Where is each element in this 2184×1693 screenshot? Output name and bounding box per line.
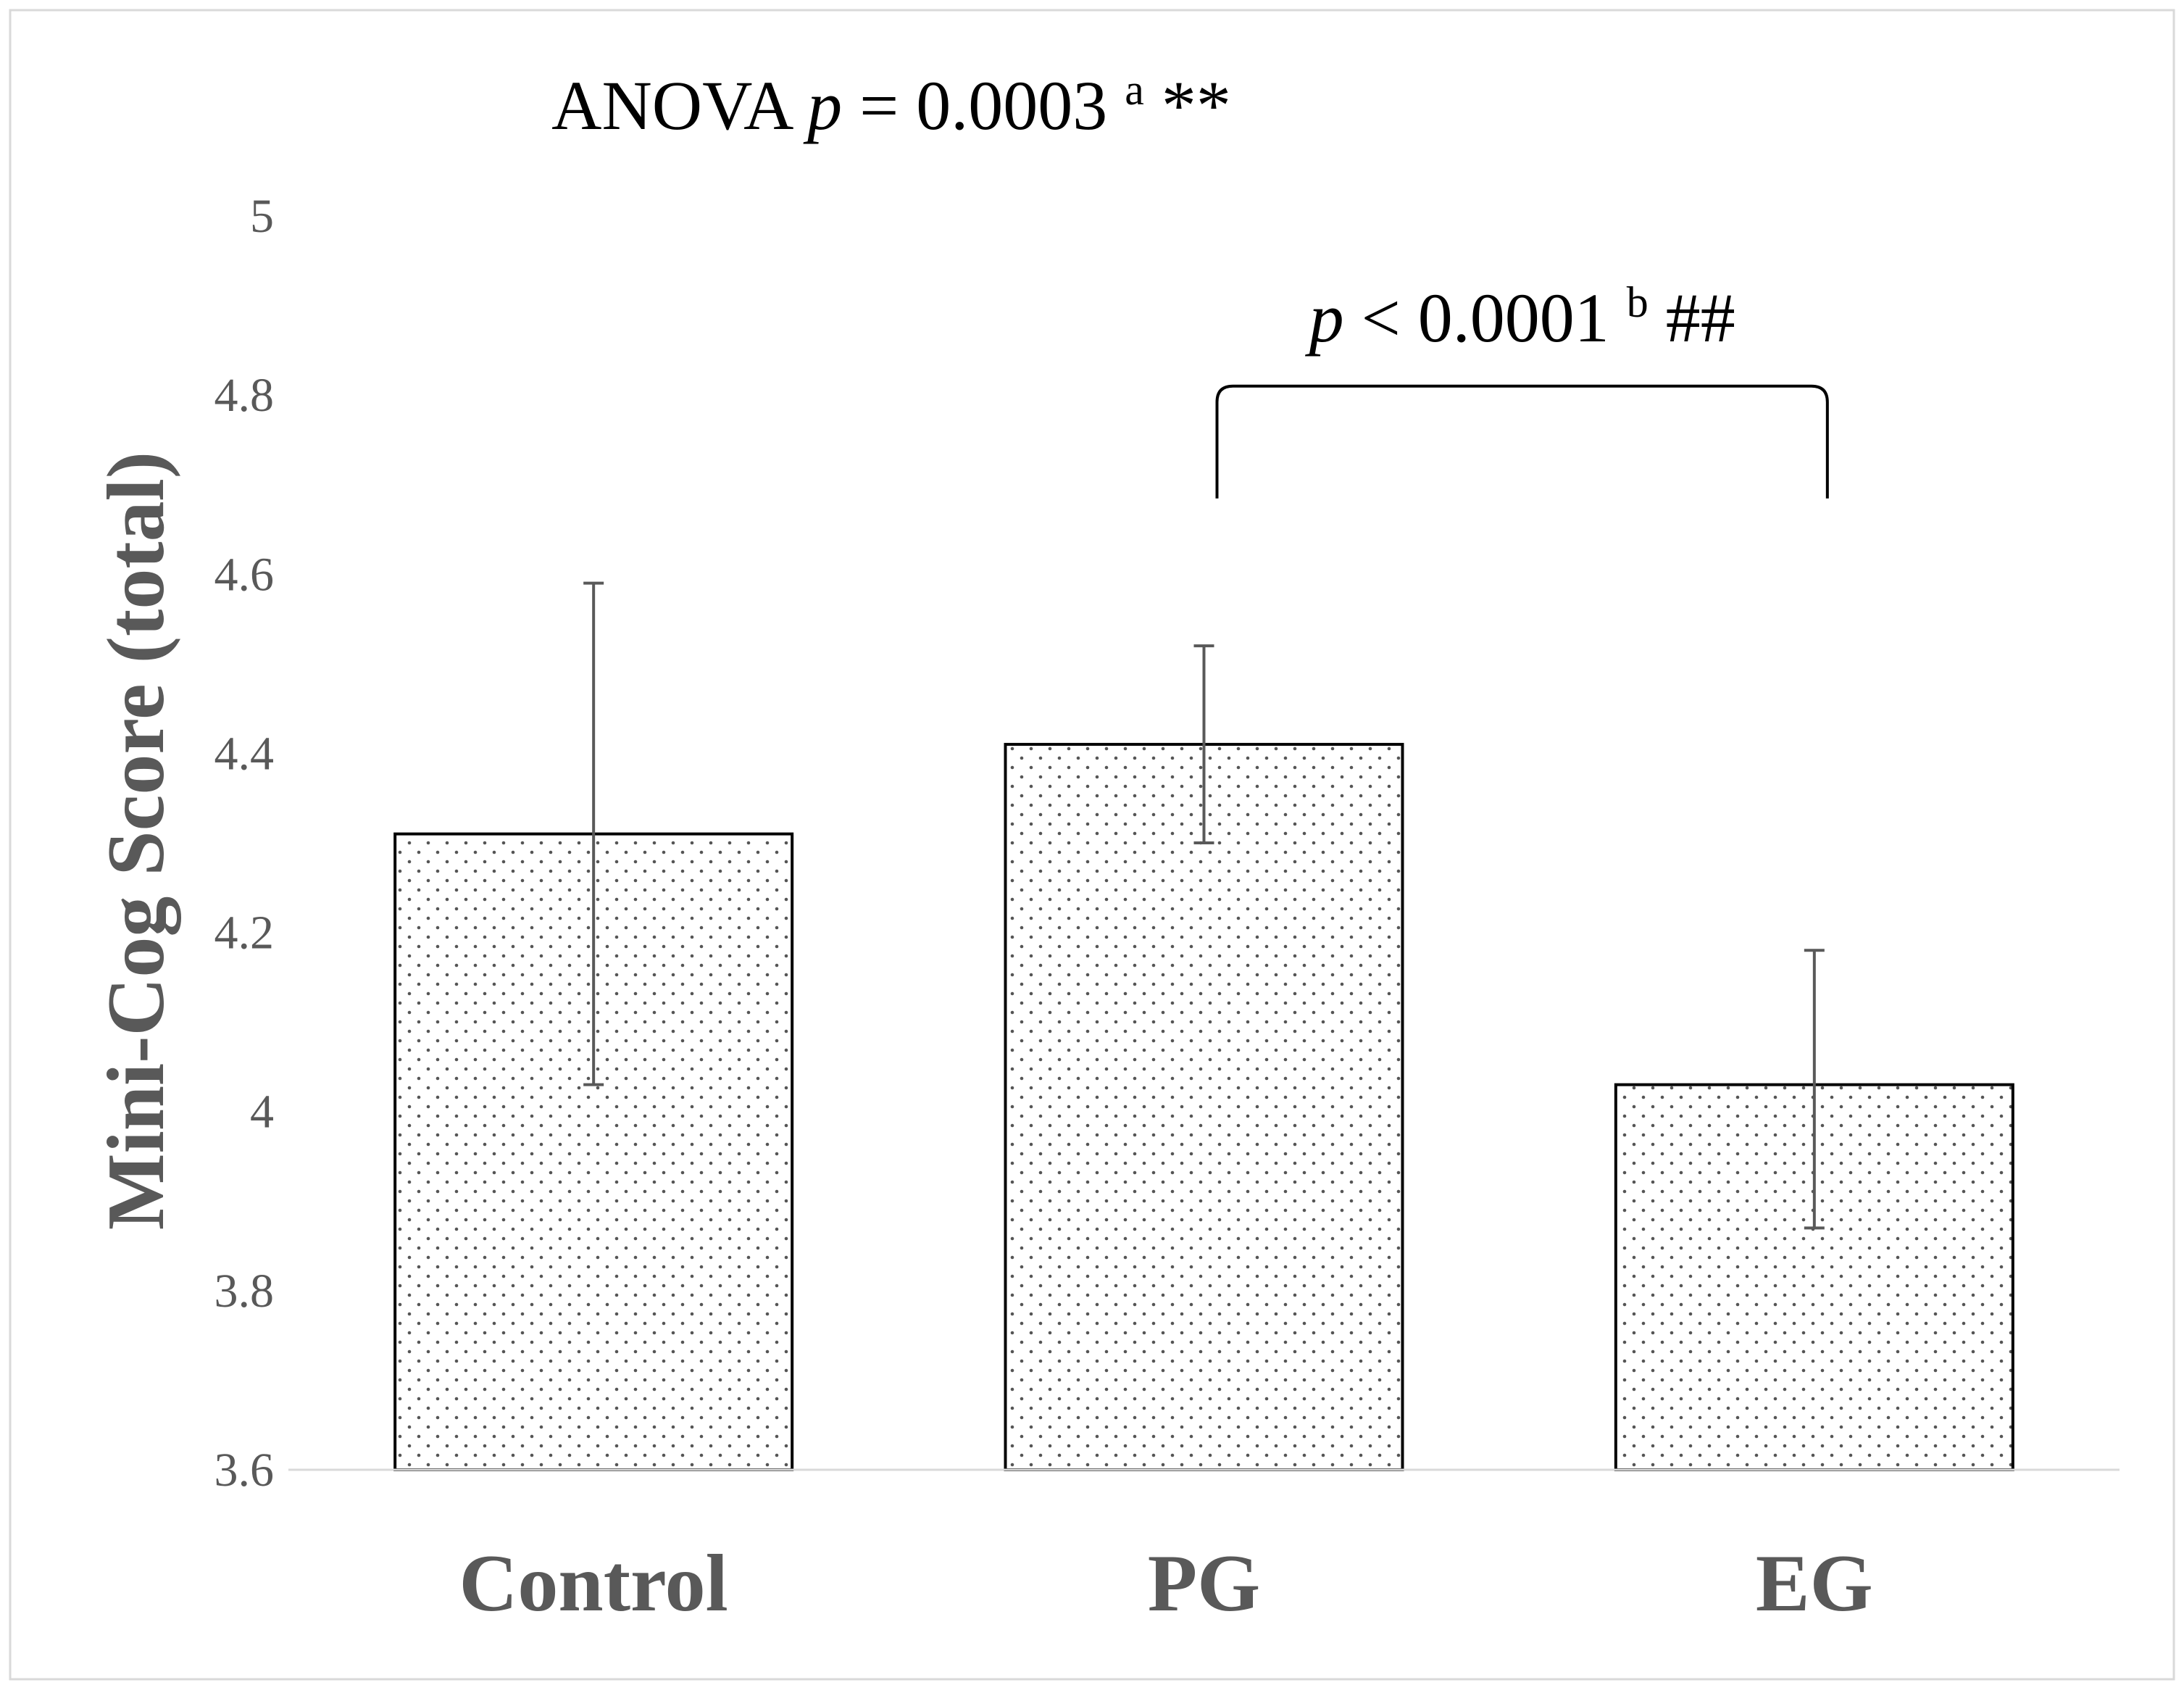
y-tick-label: 4.4 (214, 727, 275, 780)
y-tick-labels: 3.6 3.8 4 4.2 4.4 4.6 4.8 5 (214, 190, 275, 1497)
error-bars (583, 581, 1825, 1230)
sig-superscript: b (1627, 278, 1649, 326)
y-tick-label: 4.2 (214, 907, 275, 960)
y-tick-label: 4.8 (214, 369, 275, 422)
title-relation: = 0.0003 (842, 67, 1125, 144)
title-p-symbol: p (803, 67, 842, 144)
y-tick-label: 5 (250, 190, 274, 243)
x-category-label: Control (459, 1539, 728, 1628)
y-tick-label: 4.6 (214, 548, 275, 601)
significance-bracket (1215, 384, 1829, 499)
title-suffix: ** (1144, 67, 1231, 144)
bar-pg (1004, 743, 1404, 1471)
x-category-label: EG (1756, 1539, 1873, 1628)
error-bar-pg (1193, 644, 1214, 844)
y-tick-label: 4 (250, 1086, 274, 1139)
x-category-labels: Control PG EG (459, 1539, 1873, 1628)
chart-title: ANOVA p = 0.0003 a ** (551, 66, 1231, 144)
sig-p-symbol: p (1305, 279, 1344, 357)
sig-suffix: ## (1649, 279, 1735, 357)
title-superscript: a (1125, 66, 1144, 114)
error-bar-eg (1804, 949, 1825, 1230)
y-axis-label: Mini-Cog Score (total) (91, 452, 181, 1230)
sig-relation: < 0.0001 (1344, 279, 1627, 357)
y-tick-label: 3.8 (214, 1265, 275, 1318)
title-prefix: ANOVA (551, 67, 807, 144)
error-bar-control (583, 581, 604, 1086)
y-tick-label: 3.6 (214, 1444, 275, 1497)
significance-label: p < 0.0001 b ## (1305, 278, 1735, 357)
x-category-label: PG (1148, 1539, 1261, 1628)
